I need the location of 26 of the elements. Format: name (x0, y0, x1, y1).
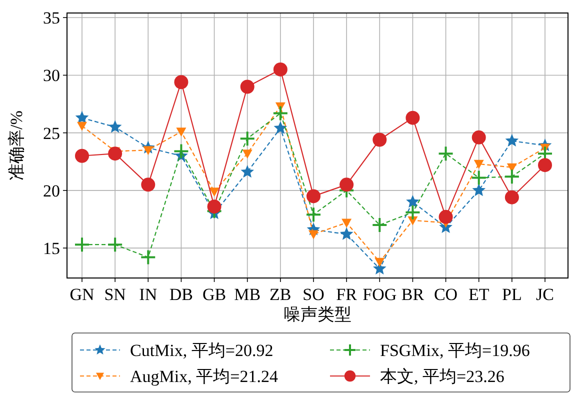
x-tick-label: MB (234, 285, 261, 304)
x-tick-label: GB (202, 285, 226, 304)
x-tick-label: IN (139, 285, 158, 304)
legend-label: CutMix, 平均=20.92 (130, 341, 274, 360)
x-tick-label: FOG (362, 285, 397, 304)
x-tick-label: BR (401, 285, 425, 304)
x-tick-label: SO (302, 285, 324, 304)
x-tick-label: FR (336, 285, 358, 304)
legend-label: 本文, 平均=23.26 (380, 367, 504, 386)
legend-label: AugMix, 平均=21.24 (130, 367, 278, 386)
x-axis-title: 噪声类型 (284, 305, 352, 324)
y-tick-label: 15 (43, 239, 60, 258)
x-tick-label: GN (70, 285, 94, 304)
x-tick-label: ZB (270, 285, 292, 304)
x-tick-label: ET (468, 285, 490, 304)
y-tick-label: 35 (43, 8, 60, 28)
x-tick-label: PL (502, 285, 522, 304)
x-tick-label: CO (434, 285, 458, 304)
y-tick-label: 25 (43, 124, 60, 143)
y-tick-label: 30 (43, 66, 60, 86)
x-tick-label: JC (536, 285, 554, 304)
x-tick-label: SN (104, 285, 126, 304)
y-axis-title: 准确率/% (7, 110, 26, 180)
y-tick-label: 20 (43, 181, 60, 200)
legend-label: FSGMix, 平均=19.96 (380, 341, 530, 360)
x-tick-label: DB (169, 285, 194, 304)
